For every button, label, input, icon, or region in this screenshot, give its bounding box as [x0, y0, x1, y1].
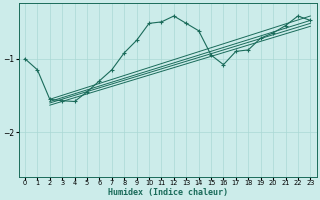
- X-axis label: Humidex (Indice chaleur): Humidex (Indice chaleur): [108, 188, 228, 197]
